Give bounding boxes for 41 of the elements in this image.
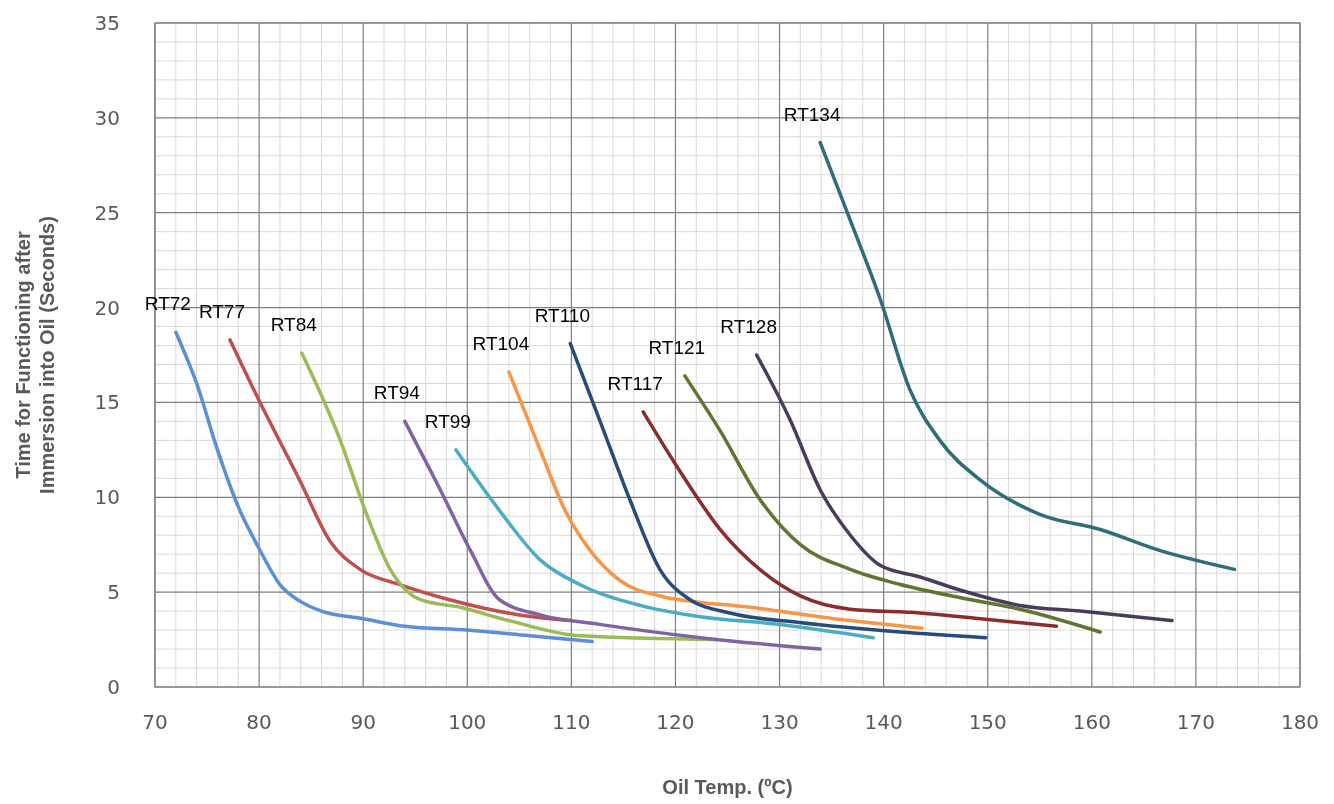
series-label: RT77 — [198, 300, 246, 322]
series-label: RT99 — [424, 410, 471, 432]
x-tick-label: 160 — [1072, 710, 1111, 734]
line-series — [754, 353, 1174, 623]
x-tick-label: 110 — [552, 710, 591, 734]
series-label: RT104 — [472, 333, 530, 355]
series-label: RT72 — [144, 293, 191, 315]
series-label: RT117 — [607, 372, 663, 394]
y-tick-label: 5 — [107, 580, 120, 605]
series-label: RT121 — [648, 336, 706, 358]
y-tick-label: 10 — [94, 485, 120, 510]
series-label: RT134 — [783, 103, 841, 125]
x-tick-label: 150 — [968, 710, 1007, 734]
y-tick-label: 0 — [107, 675, 120, 699]
series-label: RT84 — [270, 314, 318, 336]
y-tick-label: 35 — [94, 11, 120, 35]
y-tick-label: 30 — [94, 105, 120, 130]
line-series — [683, 374, 1102, 634]
line-series — [507, 370, 924, 630]
series-label: RT94 — [373, 382, 421, 404]
x-tick-label: 170 — [1176, 710, 1215, 734]
x-tick-label: 90 — [350, 710, 376, 734]
x-tick-label: 120 — [656, 710, 695, 734]
line-series — [818, 140, 1237, 572]
x-axis-title: Oil Temp. (ºC) — [662, 776, 793, 798]
y-tick-label: 20 — [94, 295, 120, 320]
x-tick-label: 100 — [448, 710, 487, 734]
y-tick-label: 25 — [94, 200, 120, 225]
series-label: RT128 — [720, 316, 777, 337]
x-tick-label: 140 — [864, 710, 903, 734]
x-tick-label: 70 — [142, 710, 168, 734]
y-tick-label: 15 — [94, 390, 120, 415]
x-tick-label: 180 — [1280, 710, 1320, 734]
x-tick-label: 80 — [246, 710, 272, 734]
line-series — [641, 410, 1059, 629]
line-series — [174, 330, 594, 644]
line-series — [568, 341, 988, 640]
series-label: RT110 — [534, 304, 590, 326]
x-tick-label: 130 — [760, 710, 799, 734]
y-axis-title: Time for Functioning after Immersion into Oil (Seconds) — [12, 216, 58, 494]
line-series — [454, 448, 875, 640]
